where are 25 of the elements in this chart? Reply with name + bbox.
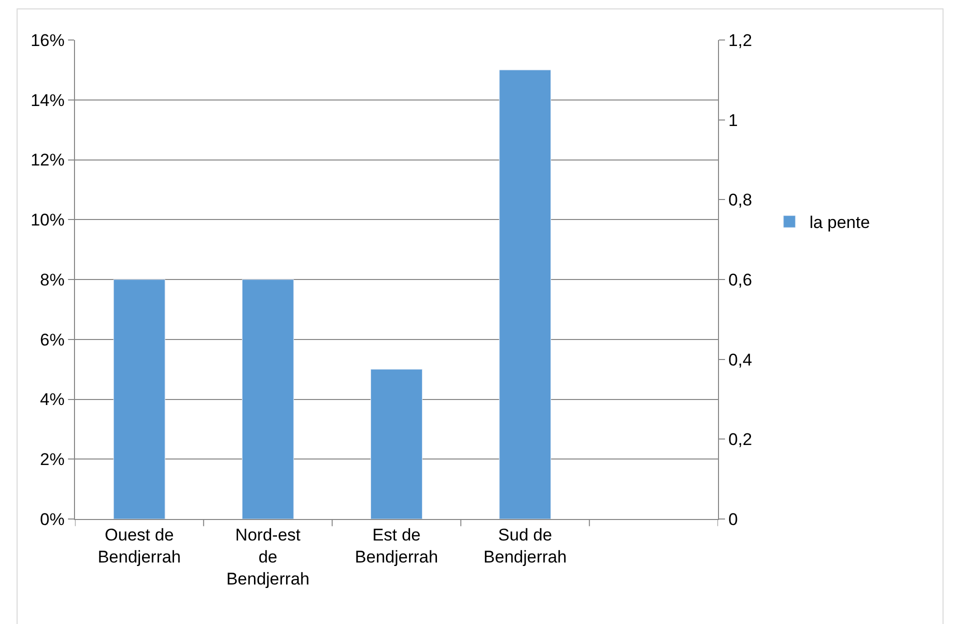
y-tick-label: 16% (30, 30, 65, 50)
y2-tick-label: 0,8 (728, 190, 752, 210)
x-tick-label: Ouest de Bendjerrah (98, 525, 181, 566)
y2-tick-label: 0,2 (728, 430, 752, 450)
bar (370, 369, 422, 519)
y-tick-label: 0% (40, 510, 65, 529)
y-tick-label: 8% (40, 270, 65, 290)
x-tick-label: Sud de Bendjerrah (484, 525, 567, 566)
y-tick-label: 6% (40, 330, 65, 350)
x-tick-label: Nord-est de Bendjerrah (226, 525, 310, 589)
bar (242, 279, 294, 519)
bar (499, 70, 552, 519)
y2-tick-label: 0,6 (728, 270, 752, 290)
y-tick-label: 14% (30, 90, 65, 110)
y-tick-label: 10% (30, 210, 65, 230)
y2-tick-label: 1,2 (728, 30, 752, 50)
bar (113, 279, 166, 519)
y-tick-label: 2% (40, 450, 65, 470)
y-tick-label: 12% (30, 150, 65, 170)
x-tick-label: Est de Bendjerrah (354, 525, 438, 566)
y2-tick-label: 1 (728, 110, 738, 130)
legend-label: la pente (809, 213, 870, 232)
y-tick-label: 4% (40, 390, 65, 410)
y2-tick-label: 0 (728, 510, 738, 529)
y2-tick-label: 0,4 (728, 350, 752, 370)
